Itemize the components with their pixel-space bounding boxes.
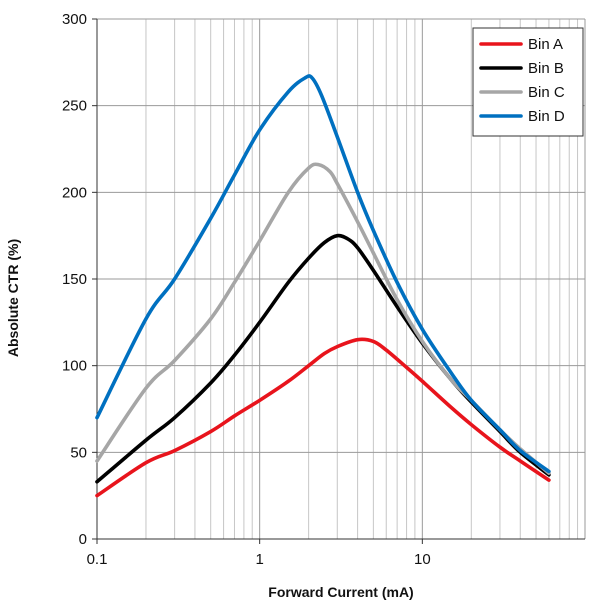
legend-box [472, 27, 584, 137]
y-tick-label: 100 [62, 358, 87, 375]
legend-label: Bin D [528, 108, 565, 125]
legend-label: Bin B [528, 60, 564, 77]
x-tick-label: 10 [414, 551, 431, 568]
x-tick-label: 0.1 [87, 551, 108, 568]
y-tick-label: 250 [62, 98, 87, 115]
x-axis-title: Forward Current (mA) [268, 584, 413, 600]
y-tick-label: 50 [70, 444, 87, 461]
series-lines [95, 74, 551, 498]
legend-label: Bin C [528, 84, 565, 101]
tick-labels: 0 50 100 150 200 250 300 0.1 1 10 [62, 11, 431, 568]
y-tick-label: 300 [62, 11, 87, 28]
x-tick-label: 1 [255, 551, 263, 568]
series-line-bin-d [95, 74, 551, 474]
series-line-bin-a [95, 337, 551, 498]
y-axis-title: Absolute CTR (%) [5, 239, 21, 357]
y-tick-label: 0 [79, 531, 87, 548]
legend: Bin A Bin B Bin C Bin D [472, 27, 584, 137]
y-tick-label: 150 [62, 271, 87, 288]
series-line-bin-b [95, 233, 551, 484]
axes [92, 18, 585, 544]
y-tick-label: 200 [62, 184, 87, 201]
legend-label: Bin A [528, 36, 563, 53]
